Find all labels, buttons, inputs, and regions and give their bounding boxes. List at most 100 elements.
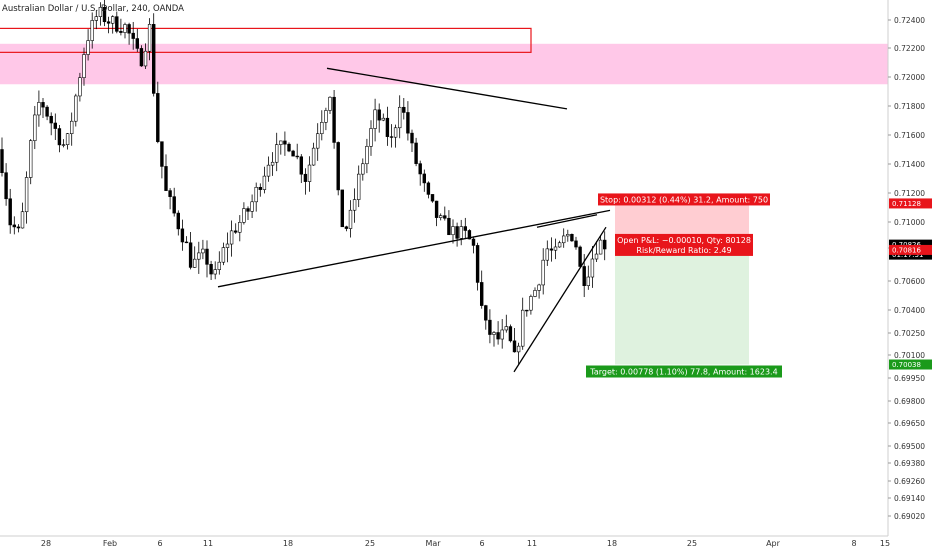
candle-body <box>0 149 4 173</box>
time-tick-label: 18 <box>283 539 293 548</box>
candle-body <box>467 230 472 240</box>
candle <box>443 206 447 221</box>
candle-body <box>410 132 414 144</box>
time-tick-label: 6 <box>479 539 484 548</box>
price-tick-label: 0.69800 <box>894 397 925 406</box>
candle-body <box>320 122 324 135</box>
candle-body <box>541 259 545 286</box>
candle-body <box>594 253 599 260</box>
chart-title: Australian Dollar / U.S. Dollar, 240, OA… <box>2 4 184 14</box>
time-tick-label: 8 <box>851 539 856 548</box>
candle <box>78 72 82 102</box>
candle <box>172 187 176 217</box>
candle <box>320 110 324 141</box>
target-label-text: Target: 0.00778 (1.10%) 77.8, Amount: 16… <box>589 368 777 377</box>
candle <box>33 105 37 150</box>
candle-body <box>279 140 283 145</box>
candle-body <box>254 186 258 203</box>
candle-body <box>61 144 66 146</box>
candle <box>356 165 361 208</box>
candle-body <box>406 112 410 134</box>
candle-body <box>553 246 558 251</box>
candle-body <box>12 224 16 228</box>
candle-body <box>127 24 131 34</box>
candle-body <box>356 173 361 200</box>
candle <box>143 43 148 69</box>
candle <box>41 98 45 119</box>
price-tick-label: 0.70100 <box>894 351 925 360</box>
candle <box>131 21 135 50</box>
candle <box>594 241 599 263</box>
price-tick-label: 0.71600 <box>894 131 925 140</box>
candle-body <box>578 246 582 267</box>
candle <box>430 194 435 203</box>
candle <box>258 183 262 197</box>
candle-body <box>434 200 439 218</box>
candle-body <box>377 109 381 121</box>
candle-body <box>332 96 336 143</box>
candle-body <box>315 133 320 149</box>
candle-body <box>582 266 586 286</box>
candle <box>361 158 365 181</box>
candle <box>274 132 279 172</box>
candle <box>193 246 197 268</box>
time-tick-label: 18 <box>607 539 617 548</box>
candle-body <box>139 48 144 67</box>
candle-body <box>65 133 70 145</box>
candle <box>139 45 144 67</box>
candle-body <box>590 258 595 278</box>
candle <box>102 0 107 27</box>
candle <box>152 13 156 97</box>
price-tick-label: 0.69380 <box>894 459 925 468</box>
candle-body <box>570 234 574 242</box>
candle <box>438 213 443 221</box>
pnl-bg <box>615 233 753 256</box>
candle-body <box>455 226 459 239</box>
candle-body <box>164 166 168 191</box>
time-tick-label: 15 <box>880 539 890 548</box>
candle-body <box>447 217 451 236</box>
trendline <box>513 226 607 373</box>
time-tick-label: 6 <box>157 539 162 548</box>
candle <box>459 219 463 246</box>
candle-body <box>143 50 148 67</box>
candle-body <box>98 6 103 17</box>
pnl-line2: Risk/Reward Ratio: 2.49 <box>636 246 731 255</box>
candle <box>578 245 582 268</box>
position-labels-layer: Stop: 0.00312 (0.44%) 31.2, Amount: 750 O… <box>586 193 782 378</box>
candle-body <box>291 150 295 157</box>
candle-body <box>479 282 484 306</box>
candle <box>315 123 320 161</box>
candle-body <box>529 296 533 311</box>
candle <box>238 215 242 242</box>
candle <box>0 137 4 177</box>
candle-body <box>365 146 369 165</box>
candle-body <box>488 319 492 335</box>
candle-body <box>74 95 78 122</box>
candle <box>352 188 357 223</box>
candle <box>164 154 168 191</box>
candle <box>180 219 185 251</box>
candle-body <box>242 208 246 223</box>
candle-body <box>209 264 213 275</box>
price-tick-label: 0.70600 <box>894 277 925 286</box>
candle <box>344 225 349 232</box>
candle <box>98 2 103 26</box>
time-tick-label: Mar <box>425 539 441 548</box>
target-label-bg <box>586 365 782 378</box>
candle <box>37 90 41 127</box>
candle <box>123 22 127 39</box>
candle-body <box>188 242 193 268</box>
candle-body <box>463 226 467 231</box>
candle <box>111 15 115 34</box>
candle <box>602 231 607 261</box>
candle <box>377 103 381 133</box>
price-tick-label: 0.71800 <box>894 102 925 111</box>
candle <box>410 129 414 152</box>
candle-body <box>402 106 406 113</box>
candle-body <box>94 16 99 21</box>
candle <box>566 229 570 242</box>
price-tick-label: 0.71400 <box>894 160 925 169</box>
candle <box>135 28 139 53</box>
